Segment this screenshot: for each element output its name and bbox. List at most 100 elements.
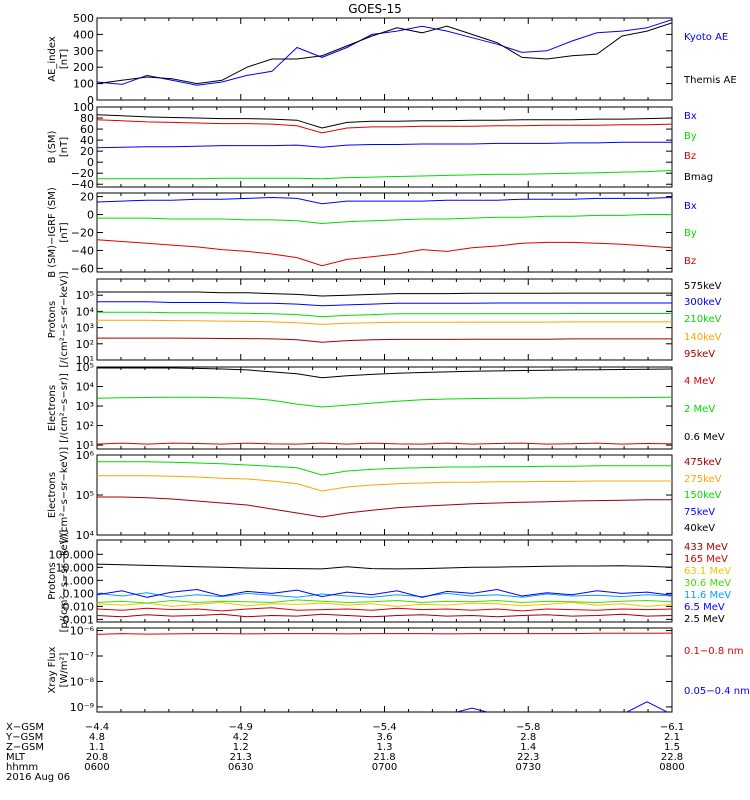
series-line-bx	[97, 141, 672, 149]
series-line-275kev	[97, 475, 672, 492]
panel-frame	[96, 627, 673, 713]
x-tick-label: 4.8	[89, 732, 105, 743]
y-axis-label: Protons	[47, 562, 58, 599]
x-tick-label: 0800	[659, 762, 684, 773]
y-tick-label: 10²	[76, 338, 94, 351]
panel-7: 0.0010.0100.1001.00010.000100.000Protons…	[47, 530, 731, 633]
y-axis-label: AE_index	[47, 36, 58, 82]
y-tick-label: 100.000	[49, 548, 95, 561]
legend-label: Bx	[684, 111, 697, 122]
legend-label: 11.6 MeV	[684, 590, 731, 601]
panel-6: 10⁴ 10⁵ 10⁶ Electrons [/(cm²−s−sr−keV)] 475ke…	[47, 435, 722, 543]
y-axis-label: [nT]	[59, 49, 70, 69]
y-tick-label: 0	[87, 156, 94, 169]
panel-4: 10¹ 10² 10³ 10⁴ 10⁵ Protons [/(cm²−s−sr−keV)] 5…	[47, 271, 722, 367]
series-line-6-5-mev	[97, 588, 672, 598]
y-axis-label: [p/(cm²−s−sr−keV)]	[59, 530, 70, 633]
x-tick-label: 0630	[228, 762, 253, 773]
y-tick-label: 500	[73, 12, 94, 25]
legend-label: 0.05−0.4 nm	[684, 686, 750, 697]
series-line-themis-ae	[97, 22, 672, 85]
x-tick-label: −6.1	[660, 722, 684, 733]
y-tick-label: 100	[73, 78, 94, 91]
legend-label: By	[684, 228, 697, 239]
series-line-bmag	[97, 114, 672, 129]
x-tick-label: 21.8	[373, 752, 395, 763]
panel-frame	[96, 454, 673, 536]
y-tick-label: −40	[71, 244, 94, 257]
y-tick-label: −60	[71, 262, 94, 275]
y-axis-label: Electrons	[47, 472, 58, 518]
x-tick-label: 0730	[516, 762, 541, 773]
series-line-bz	[97, 239, 672, 267]
legend-label: 475keV	[684, 457, 722, 468]
y-tick-label: 100	[73, 101, 94, 114]
x-tick-label: 4.2	[233, 732, 249, 743]
y-tick-label: 20	[80, 145, 94, 158]
y-tick-label: 300	[73, 45, 94, 58]
legend-label: 575keV	[684, 281, 722, 292]
y-tick-label: 0	[87, 94, 94, 107]
panel-1: 0 100 200 300 400 500 AE_index [nT] Kyoto AE Them…	[47, 12, 737, 107]
y-tick-label: 400	[73, 28, 94, 41]
series-line-475kev	[97, 496, 672, 518]
y-tick-label: 80	[80, 112, 94, 125]
legend-label: 30.6 MeV	[684, 578, 731, 589]
x-row-label: Z−GSM	[6, 742, 44, 753]
legend-label: 300keV	[684, 297, 722, 308]
y-tick-label: 60	[80, 123, 94, 136]
series-line-150kev	[97, 461, 672, 476]
y-tick-label: −20	[71, 227, 94, 240]
x-tick-label: −4.4	[85, 722, 109, 733]
y-tick-label: 10¹	[76, 439, 94, 452]
y-tick-label: 1.000	[63, 574, 95, 587]
y-tick-label: 0	[87, 209, 94, 222]
y-tick-label: 0.001	[63, 613, 95, 626]
legend-label: 4 MeV	[684, 376, 715, 387]
y-tick-label: 0.100	[63, 587, 95, 600]
x-tick-label: 1.1	[89, 742, 105, 753]
legend-label: Kyoto AE	[684, 32, 728, 43]
series-line-300kev	[97, 301, 672, 307]
series-line-140kev	[97, 319, 672, 325]
series-line-bz	[97, 119, 672, 134]
y-tick-label: 10⁴	[76, 305, 95, 318]
y-axis-label: B (SM)−IGRF (SM)	[47, 187, 58, 278]
legend-label: 63.1 MeV	[684, 566, 731, 577]
panel-8: 10⁻⁹ 10⁻⁸ 10⁻⁷ 10⁻⁶ Xray Flux [W/m²] 0.1−0.8 n…	[47, 625, 750, 714]
panel-frame	[96, 192, 673, 273]
legend-label: Bz	[684, 151, 696, 162]
y-axis-label: B (SM)	[47, 130, 58, 163]
legend-label: 2.5 MeV	[684, 614, 725, 625]
x-tick-label: 0600	[84, 762, 109, 773]
y-tick-label: 10⁻⁶	[70, 625, 95, 638]
x-row-label: X−GSM	[6, 722, 44, 733]
y-tick-label: 10³	[76, 400, 94, 413]
legend-label: 0.6 MeV	[684, 432, 725, 443]
series-line-40kev	[97, 435, 672, 443]
y-tick-label: 10⁵	[76, 361, 94, 374]
x-tick-label: 21.3	[230, 752, 252, 763]
y-tick-label: 10²	[76, 420, 94, 433]
series-line-kyoto-ae	[97, 19, 672, 86]
y-tick-label: 10⁻⁹	[70, 701, 94, 714]
y-tick-label: 10³	[76, 322, 94, 335]
y-tick-label: 10¹	[76, 354, 94, 367]
panel-3: −60 −40 −20 0 20 B (SM)−IGRF (SM) [nT] Bx By Bz	[47, 187, 697, 278]
y-tick-label: 0.010	[63, 600, 95, 613]
panel-frame	[96, 17, 673, 101]
x-row-label: Y−GSM	[5, 732, 43, 743]
y-axis-label: [/(cm²−s−sr)]	[59, 373, 70, 443]
y-axis-label: [W/m²]	[59, 652, 70, 687]
x-tick-label: −4.9	[229, 722, 253, 733]
y-axis-label: Protons	[47, 301, 58, 338]
y-tick-label: 20	[80, 191, 94, 204]
series-line-bx	[97, 196, 672, 205]
y-tick-label: 10⁻⁷	[70, 650, 94, 663]
series-line-0-1-0-8-nm	[97, 632, 672, 635]
y-axis-label: [nT]	[59, 222, 70, 242]
y-axis-label: Electrons	[47, 385, 58, 431]
